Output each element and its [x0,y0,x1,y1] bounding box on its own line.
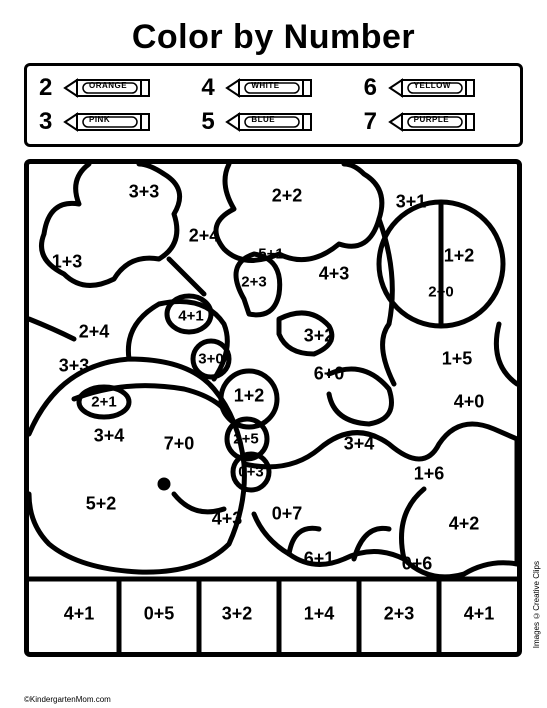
equation: 4+1 [64,604,95,625]
equation: 2+4 [79,322,110,343]
crayon-label: WHITE [251,81,279,90]
legend-num: 5 [201,108,219,136]
legend-item-5: 5 BLUE [201,108,345,136]
equation: 5+2 [86,494,117,515]
crayon-icon: YELLOW [388,77,480,99]
crayon-label: YELLOW [414,81,451,90]
legend-num: 3 [39,108,57,136]
equation: 1+3 [52,252,83,273]
equation: 3+0 [198,351,223,368]
equation: 4+1 [464,604,495,625]
equation: 2+3 [241,274,266,291]
equation: 3+2 [304,326,335,347]
equation: 4+0 [454,392,485,413]
equation: 4+1 [178,308,203,325]
equation: 5+1 [258,246,283,263]
legend-num: 2 [39,74,57,102]
equation: 0+7 [272,504,303,525]
credit-right: Images ©Creative Clips [532,561,541,648]
equation: 1+5 [442,349,473,370]
equation: 2+2 [272,186,303,207]
legend-num: 7 [364,108,382,136]
equation: 3+1 [396,192,427,213]
equation: 2+1 [91,394,116,411]
equation: 2+0 [428,284,453,301]
crayon-icon: PINK [63,111,155,133]
equation: 2+5 [233,431,258,448]
equation: 0+3 [238,464,263,481]
legend-num: 4 [201,74,219,102]
equation: 3+4 [94,426,125,447]
equation: 7+0 [164,434,195,455]
credit-left: ©KindergartenMom.com [24,695,111,704]
legend-item-7: 7 PURPLE [364,108,508,136]
equation: 2+3 [384,604,415,625]
equation: 2+4 [189,226,220,247]
crayon-label: ORANGE [89,81,127,90]
legend-item-4: 4 WHITE [201,74,345,102]
equation: 0+5 [144,604,175,625]
color-legend: 2 ORANGE 4 WHITE 6 YELLOW 3 PINK 5 BLUE [24,63,523,147]
equation: 6+0 [314,364,345,385]
equation: 0+6 [402,554,433,575]
equation: 4+2 [449,514,480,535]
equation: 1+4 [304,604,335,625]
equation: 1+2 [234,386,265,407]
equation: 4+3 [319,264,350,285]
crayon-icon: ORANGE [63,77,155,99]
legend-item-3: 3 PINK [39,108,183,136]
crayon-icon: WHITE [225,77,317,99]
equation: 6+1 [304,549,335,570]
equation: 1+2 [444,246,475,267]
crayon-label: PINK [89,115,110,124]
crayon-label: BLUE [251,115,275,124]
crayon-icon: BLUE [225,111,317,133]
equation: 1+6 [414,464,445,485]
equation: 4+3 [212,509,243,530]
equation: 3+2 [222,604,253,625]
equation: 3+3 [59,356,90,377]
crayon-label: PURPLE [414,115,449,124]
crayon-icon: PURPLE [388,111,480,133]
legend-item-6: 6 YELLOW [364,74,508,102]
equation: 3+3 [129,182,160,203]
page-title: Color by Number [24,18,523,57]
legend-num: 6 [364,74,382,102]
equation: 3+4 [344,434,375,455]
coloring-puzzle: 3+3 2+2 3+1 2+4 5+1 1+2 1+3 2+3 4+3 2+0 4+1 2+4 3+2 3… [24,159,522,657]
legend-item-2: 2 ORANGE [39,74,183,102]
